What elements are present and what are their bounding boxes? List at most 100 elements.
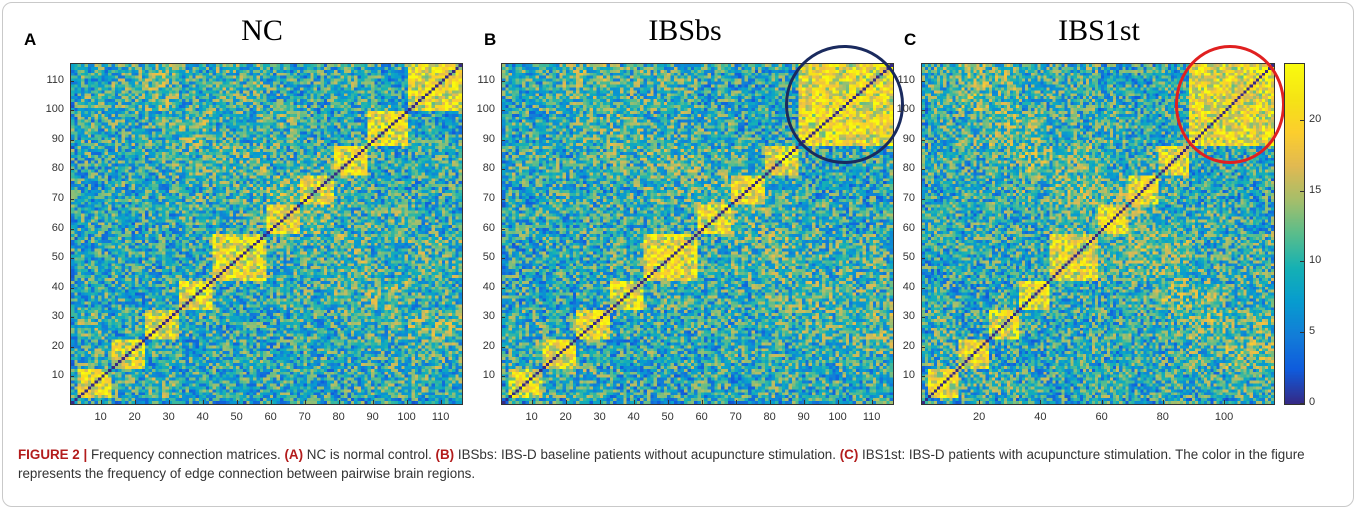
y-tick-mark	[921, 346, 925, 348]
y-tick-label: 40	[482, 280, 495, 293]
y-tick-mark	[501, 169, 505, 171]
panel-letter: A	[24, 30, 37, 49]
colorbar	[1284, 63, 1305, 405]
caption-c-label: (C)	[839, 447, 859, 462]
x-tick-label: 10	[525, 411, 538, 423]
y-tick-label: 110	[477, 73, 495, 86]
x-tick-mark	[236, 400, 238, 404]
x-tick-mark	[565, 400, 567, 404]
y-tick-label: 60	[482, 221, 495, 234]
y-tick-label: 70	[51, 192, 64, 204]
y-tick-label: 70	[482, 192, 495, 204]
x-tick-mark	[1101, 400, 1103, 404]
y-tick-label: 80	[51, 162, 64, 175]
colorbar-tick-label: 5	[1309, 325, 1316, 338]
x-tick-label: 110	[862, 411, 881, 423]
x-tick-label: 60	[1095, 411, 1108, 423]
x-tick-label: 100	[1214, 411, 1234, 423]
y-tick-label: 40	[51, 280, 64, 293]
y-tick-mark	[70, 139, 74, 141]
x-tick-label: 60	[264, 411, 277, 423]
y-tick-label: 90	[902, 132, 915, 145]
y-tick-mark	[921, 110, 925, 112]
y-tick-label: 20	[482, 339, 495, 352]
x-tick-mark	[633, 400, 635, 404]
heatmap-matrix	[70, 63, 463, 405]
y-tick-label: 90	[482, 132, 495, 145]
x-tick-mark	[338, 400, 340, 404]
y-tick-label: 100	[476, 103, 495, 116]
y-tick-label: 100	[45, 103, 64, 116]
y-tick-mark	[501, 228, 505, 230]
y-tick-mark	[70, 110, 74, 112]
y-tick-mark	[921, 199, 925, 200]
colorbar-tick-mark	[1300, 403, 1304, 404]
y-tick-mark	[70, 80, 74, 82]
x-tick-label: 40	[627, 411, 640, 423]
x-tick-mark	[979, 400, 981, 404]
x-tick-label: 70	[298, 411, 311, 423]
y-tick-mark	[501, 317, 505, 319]
x-tick-label: 80	[1156, 411, 1169, 423]
y-tick-label: 10	[482, 369, 495, 382]
y-tick-label: 60	[902, 221, 915, 234]
panel-letter: B	[484, 30, 497, 49]
caption-a-text: NC is normal control.	[303, 447, 436, 462]
x-tick-mark	[304, 400, 306, 404]
x-tick-mark	[735, 400, 737, 404]
x-tick-mark	[134, 400, 136, 404]
x-tick-label: 20	[973, 411, 986, 423]
y-tick-label: 50	[902, 251, 915, 264]
x-tick-mark	[1040, 400, 1042, 404]
x-tick-label: 10	[94, 411, 107, 423]
y-tick-label: 50	[482, 251, 495, 264]
y-tick-mark	[501, 287, 505, 289]
colorbar-tick-mark	[1300, 119, 1304, 121]
x-tick-label: 100	[828, 411, 847, 423]
y-tick-mark	[921, 317, 925, 319]
panel-title: IBSbs	[648, 14, 722, 47]
heatmap-matrix	[501, 63, 894, 405]
x-tick-mark	[803, 400, 805, 404]
caption-b-label: (B)	[435, 447, 455, 462]
y-tick-mark	[501, 80, 505, 82]
y-tick-label: 30	[902, 310, 915, 323]
colorbar-tick-label: 10	[1309, 254, 1322, 267]
x-tick-label: 30	[162, 411, 175, 423]
y-tick-label: 30	[482, 310, 495, 323]
heatmap-matrix	[921, 63, 1275, 405]
y-tick-label: 10	[902, 369, 915, 382]
y-tick-mark	[921, 80, 925, 82]
panel-title: NC	[241, 14, 283, 47]
y-tick-mark	[70, 169, 74, 171]
y-tick-label: 30	[51, 310, 64, 323]
y-tick-label: 50	[51, 251, 64, 264]
colorbar-tick-mark	[1300, 332, 1304, 334]
y-tick-mark	[70, 228, 74, 230]
y-tick-mark	[70, 258, 74, 260]
x-tick-mark	[168, 400, 170, 404]
colorbar-tick-label: 15	[1309, 183, 1322, 196]
figure-caption: FIGURE 2 | Frequency connection matrices…	[18, 445, 1338, 483]
x-tick-label: 40	[196, 411, 209, 423]
y-tick-mark	[501, 139, 505, 141]
x-tick-label: 90	[366, 411, 379, 423]
x-tick-label: 80	[332, 411, 345, 423]
x-tick-label: 20	[559, 411, 572, 423]
y-tick-mark	[501, 110, 505, 112]
x-tick-mark	[769, 400, 771, 404]
x-tick-label: 110	[431, 411, 450, 423]
y-tick-mark	[70, 199, 74, 200]
x-tick-label: 30	[593, 411, 606, 423]
panel-letter: C	[904, 30, 917, 49]
caption-a-label: (A)	[284, 447, 304, 462]
y-tick-mark	[70, 346, 74, 348]
y-tick-label: 80	[482, 162, 495, 175]
x-tick-mark	[1224, 400, 1226, 404]
y-tick-mark	[921, 376, 925, 378]
x-tick-mark	[440, 400, 442, 404]
panel-title: IBS1st	[1058, 14, 1140, 47]
x-tick-label: 40	[1034, 411, 1047, 423]
x-tick-mark	[202, 400, 204, 404]
